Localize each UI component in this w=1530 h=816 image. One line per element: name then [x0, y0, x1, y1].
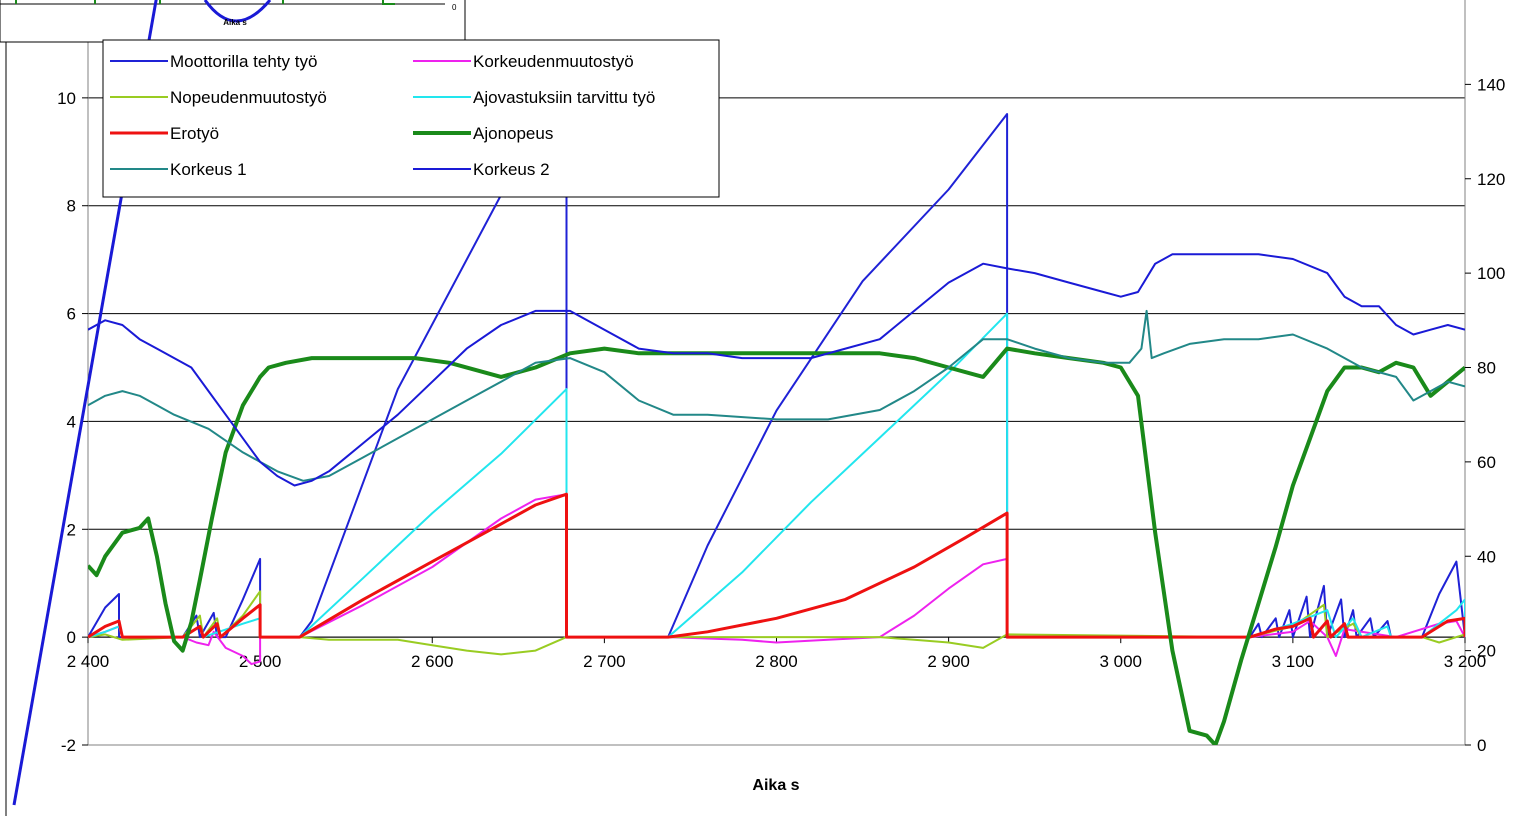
legend-label: Ajonopeus — [473, 124, 553, 143]
left-tick-label: 8 — [67, 197, 76, 216]
legend-label: Moottorilla tehty työ — [170, 52, 317, 71]
inset-axis-title: Aika s — [223, 18, 247, 27]
right-tick-label: 60 — [1477, 453, 1496, 472]
left-tick-label: 2 — [67, 520, 76, 539]
x-axis-title: Aika s — [752, 777, 799, 794]
series-line-7 — [88, 309, 1465, 482]
x-tick-label: 3 200 — [1444, 652, 1487, 671]
legend-label: Korkeudenmuutostyö — [473, 52, 634, 71]
legend-label: Ajovastuksiin tarvittu työ — [473, 88, 655, 107]
x-tick-label: 2 900 — [927, 652, 970, 671]
series-layer — [88, 69, 1465, 745]
left-axis-ticks: -2 0 2 4 6 8 10 — [57, 89, 88, 755]
left-tick-label: 6 — [67, 305, 76, 324]
inset-mark — [382, 0, 395, 5]
legend-label: Korkeus 1 — [170, 160, 247, 179]
left-tick-label: -2 — [61, 736, 76, 755]
right-tick-label: 0 — [1477, 736, 1486, 755]
series-line-6 — [88, 346, 1465, 745]
left-tick-label: 10 — [57, 89, 76, 108]
right-axis-ticks: 020406080100120140160 — [1465, 75, 1505, 755]
x-tick-label: 2 700 — [583, 652, 626, 671]
x-tick-label: 2 400 — [67, 652, 110, 671]
inset-chart: 0 Aika s — [0, 0, 466, 816]
right-tick-label: 40 — [1477, 547, 1496, 566]
right-tick-label: 120 — [1477, 170, 1505, 189]
series-line-8 — [88, 253, 1465, 487]
right-tick-label: 20 — [1477, 642, 1496, 661]
x-tick-label: 2 800 — [755, 652, 798, 671]
x-tick-label: 3 000 — [1099, 652, 1142, 671]
x-tick-label: 2 600 — [411, 652, 454, 671]
right-tick-label: 80 — [1477, 359, 1496, 378]
series-line-5 — [88, 492, 1465, 639]
right-tick-label: 100 — [1477, 264, 1505, 283]
left-tick-label: 4 — [67, 412, 76, 431]
x-tick-label: 3 100 — [1272, 652, 1315, 671]
legend: Moottorilla tehty työ Korkeudenmuutostyö N… — [102, 39, 720, 198]
inset-tick: 0 — [452, 3, 457, 12]
legend-box — [102, 39, 720, 198]
legend-label: Erotyö — [170, 124, 219, 143]
left-tick-label: 0 — [67, 628, 76, 647]
legend-label: Nopeudenmuutostyö — [170, 88, 327, 107]
legend-label: Korkeus 2 — [473, 160, 550, 179]
right-tick-label: 140 — [1477, 75, 1505, 94]
inset-curve — [203, 0, 272, 23]
